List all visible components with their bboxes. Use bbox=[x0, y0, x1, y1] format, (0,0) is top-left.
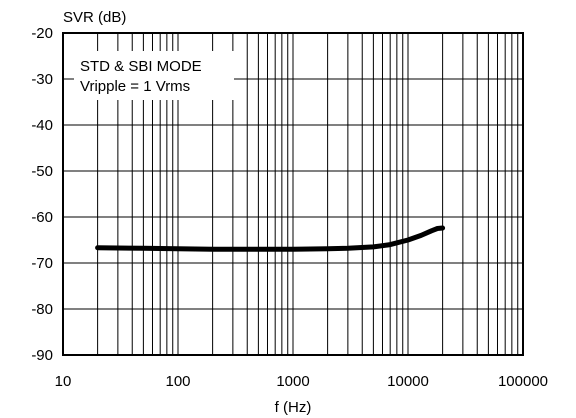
x-tick-label: 100000 bbox=[498, 373, 548, 390]
svr-curve bbox=[95, 225, 446, 252]
x-tick-label: 10 bbox=[55, 373, 72, 390]
y-tick-label: -50 bbox=[31, 163, 53, 180]
y-axis-label: SVR (dB) bbox=[63, 9, 126, 26]
plot-frame bbox=[62, 32, 524, 356]
y-tick-label: -20 bbox=[31, 25, 53, 42]
y-tick-label: -40 bbox=[31, 117, 53, 134]
y-tick-labels: -20 -30 -40 -50 -60 -70 -80 -90 bbox=[31, 25, 53, 364]
x-tick-label: 1000 bbox=[276, 373, 309, 390]
x-tick-label: 100 bbox=[165, 373, 190, 390]
x-tick-label: 10000 bbox=[387, 373, 429, 390]
y-tick-label: -90 bbox=[31, 347, 53, 364]
annotation-line-2: Vripple = 1 Vrms bbox=[80, 78, 190, 95]
x-axis-label: f (Hz) bbox=[275, 399, 312, 416]
y-tick-label: -30 bbox=[31, 71, 53, 88]
y-tick-label: -70 bbox=[31, 255, 53, 272]
annotation-line-1: STD & SBI MODE bbox=[80, 58, 202, 75]
y-tick-label: -80 bbox=[31, 301, 53, 318]
y-tick-label: -60 bbox=[31, 209, 53, 226]
x-tick-labels: 10 100 1000 10000 100000 bbox=[55, 373, 548, 390]
annotation-box bbox=[74, 51, 234, 100]
